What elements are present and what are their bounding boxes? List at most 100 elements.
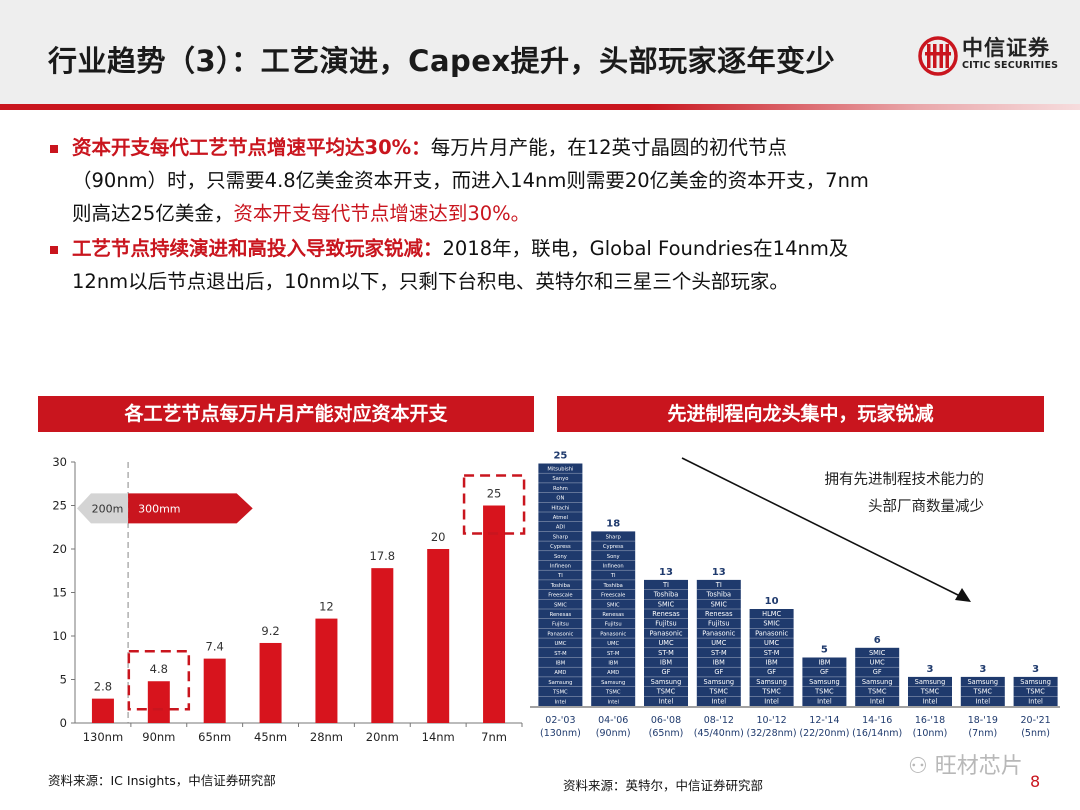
player-label: Panasonic bbox=[600, 631, 626, 637]
bar-group bbox=[644, 579, 688, 706]
bar-group bbox=[538, 463, 583, 706]
y-tick-label: 0 bbox=[60, 716, 67, 730]
300mm-arrow bbox=[128, 493, 253, 524]
x-tick-label: (5nm) bbox=[1021, 728, 1050, 739]
player-label: TSMC bbox=[920, 688, 940, 696]
player-label: Samsung bbox=[703, 678, 734, 686]
player-label: Intel bbox=[764, 697, 779, 705]
page-number: 8 bbox=[1030, 772, 1041, 791]
x-tick-label: 14-'16 bbox=[862, 715, 892, 726]
player-label: AMD bbox=[554, 670, 566, 676]
x-tick-label: 06-'08 bbox=[651, 715, 681, 726]
x-tick-label: 10-'12 bbox=[756, 715, 786, 726]
player-label: SMIC bbox=[554, 602, 567, 608]
player-label: Freescale bbox=[548, 593, 572, 599]
player-label: ST-M bbox=[607, 651, 619, 657]
bullet-list: 资本开支每代工艺节点增速平均达30%：每万片月产能，在12英寸晶圆的初代节点 （… bbox=[50, 131, 1010, 300]
annotation-line-1: 拥有先进制程技术能力的 bbox=[825, 471, 985, 488]
player-label: Fujitsu bbox=[655, 620, 676, 628]
player-label: Panasonic bbox=[755, 629, 788, 637]
player-label: UMC bbox=[711, 639, 727, 647]
bullet-1-heading: 资本开支每代工艺节点增速平均达30%： bbox=[72, 136, 431, 159]
bar-45nm bbox=[259, 642, 282, 723]
player-label: SMIC bbox=[607, 602, 620, 608]
player-label: SMIC bbox=[658, 600, 675, 608]
bullet-square-icon bbox=[50, 145, 58, 153]
bar-group bbox=[908, 676, 952, 706]
value-label: 6 bbox=[874, 635, 881, 646]
player-label: IBM bbox=[766, 658, 778, 666]
player-label: Panasonic bbox=[702, 629, 735, 637]
y-tick-label: 30 bbox=[52, 455, 67, 469]
bar-65nm bbox=[203, 658, 226, 723]
value-label: 3 bbox=[979, 664, 986, 675]
x-tick-label: 20-'21 bbox=[1020, 715, 1050, 726]
player-label: GF bbox=[767, 668, 776, 676]
value-label: 4.8 bbox=[150, 662, 168, 676]
player-label: ON bbox=[556, 496, 564, 502]
highlight-box-90nm bbox=[127, 649, 191, 711]
player-label: Intel bbox=[923, 697, 938, 705]
bar-130nm bbox=[91, 698, 114, 723]
x-tick-label: 7nm bbox=[481, 730, 507, 744]
player-label: Intel bbox=[870, 697, 885, 705]
value-label: 5 bbox=[821, 645, 828, 656]
player-label: SMIC bbox=[869, 649, 886, 657]
bar-group bbox=[960, 676, 1005, 706]
player-label: Atmel bbox=[553, 515, 568, 521]
y-tick-label: 15 bbox=[52, 586, 67, 600]
player-label: Sharp bbox=[553, 534, 569, 540]
bar-group bbox=[696, 579, 741, 706]
bullet-2-text-2: 12nm以后节点退出后，10nm以下，只剩下台积电、英特尔和三星三个头部玩家。 bbox=[72, 270, 789, 293]
logo-text-cn: 中信证券 bbox=[962, 36, 1050, 60]
player-label: Sanyo bbox=[552, 476, 568, 482]
player-label: Intel bbox=[607, 699, 619, 705]
watermark: ⚇ 旺材芯片 bbox=[908, 748, 1023, 780]
player-label: AMD bbox=[607, 670, 619, 676]
player-label: Samsung bbox=[548, 680, 572, 686]
player-label: Toshiba bbox=[653, 591, 679, 599]
x-tick-label: (130nm) bbox=[540, 728, 581, 739]
player-label: UMC bbox=[607, 641, 619, 647]
x-tick-label: 20nm bbox=[366, 730, 399, 744]
player-label: TSMC bbox=[867, 688, 887, 696]
player-label: Intel bbox=[555, 699, 567, 705]
bar-90nm bbox=[147, 681, 170, 723]
player-label: ADI bbox=[556, 525, 566, 531]
player-label: Samsung bbox=[915, 678, 946, 686]
player-label: Samsung bbox=[967, 678, 998, 686]
x-tick-label: (10nm) bbox=[913, 728, 948, 739]
player-label: Intel bbox=[1028, 697, 1043, 705]
trend-arrow-line bbox=[681, 457, 965, 599]
player-label: TI bbox=[610, 573, 616, 579]
player-label: Freescale bbox=[601, 593, 625, 599]
bullet-square-icon bbox=[50, 246, 58, 254]
player-label: TSMC bbox=[605, 690, 621, 696]
x-tick-label: 90nm bbox=[142, 730, 175, 744]
x-tick-label: 12-'14 bbox=[809, 715, 839, 726]
player-label: IBM bbox=[818, 658, 830, 666]
player-label: GF bbox=[873, 668, 882, 676]
player-label: Panasonic bbox=[649, 629, 682, 637]
bullet-1-text-1: 每万片月产能，在12英寸晶圆的初代节点 bbox=[430, 136, 788, 159]
player-label: Hitachi bbox=[551, 505, 569, 511]
player-label: IBM bbox=[608, 660, 618, 666]
x-tick-label: (45/40nm) bbox=[694, 728, 744, 739]
player-label: Samsung bbox=[601, 680, 625, 686]
player-label: Infineon bbox=[603, 563, 624, 569]
value-label: 18 bbox=[606, 518, 620, 529]
chart-2-source: 资料来源：英特尔，中信证券研究部 bbox=[563, 778, 764, 793]
x-tick-label: 65nm bbox=[198, 730, 231, 744]
players-bar-chart: Mitsubishi Sanyo Rohm ON Hitachi Atmel ADI Shar… bbox=[530, 451, 1060, 739]
value-label: 20 bbox=[431, 530, 446, 544]
bar-20nm bbox=[371, 568, 394, 723]
chart-2-title: 先进制程向龙头集中，玩家锐减 bbox=[557, 396, 1044, 432]
trend-arrow-head bbox=[955, 588, 971, 602]
player-label: Toshiba bbox=[550, 583, 570, 589]
player-label: SMIC bbox=[711, 600, 728, 608]
value-label: 25 bbox=[553, 451, 567, 462]
value-label: 2.8 bbox=[94, 680, 112, 694]
bullet-1-text-3: 则高达25亿美金， bbox=[72, 202, 234, 225]
citic-logo: 中信证券 CITIC SECURITIES bbox=[918, 34, 1068, 78]
player-label: TI bbox=[557, 573, 563, 579]
